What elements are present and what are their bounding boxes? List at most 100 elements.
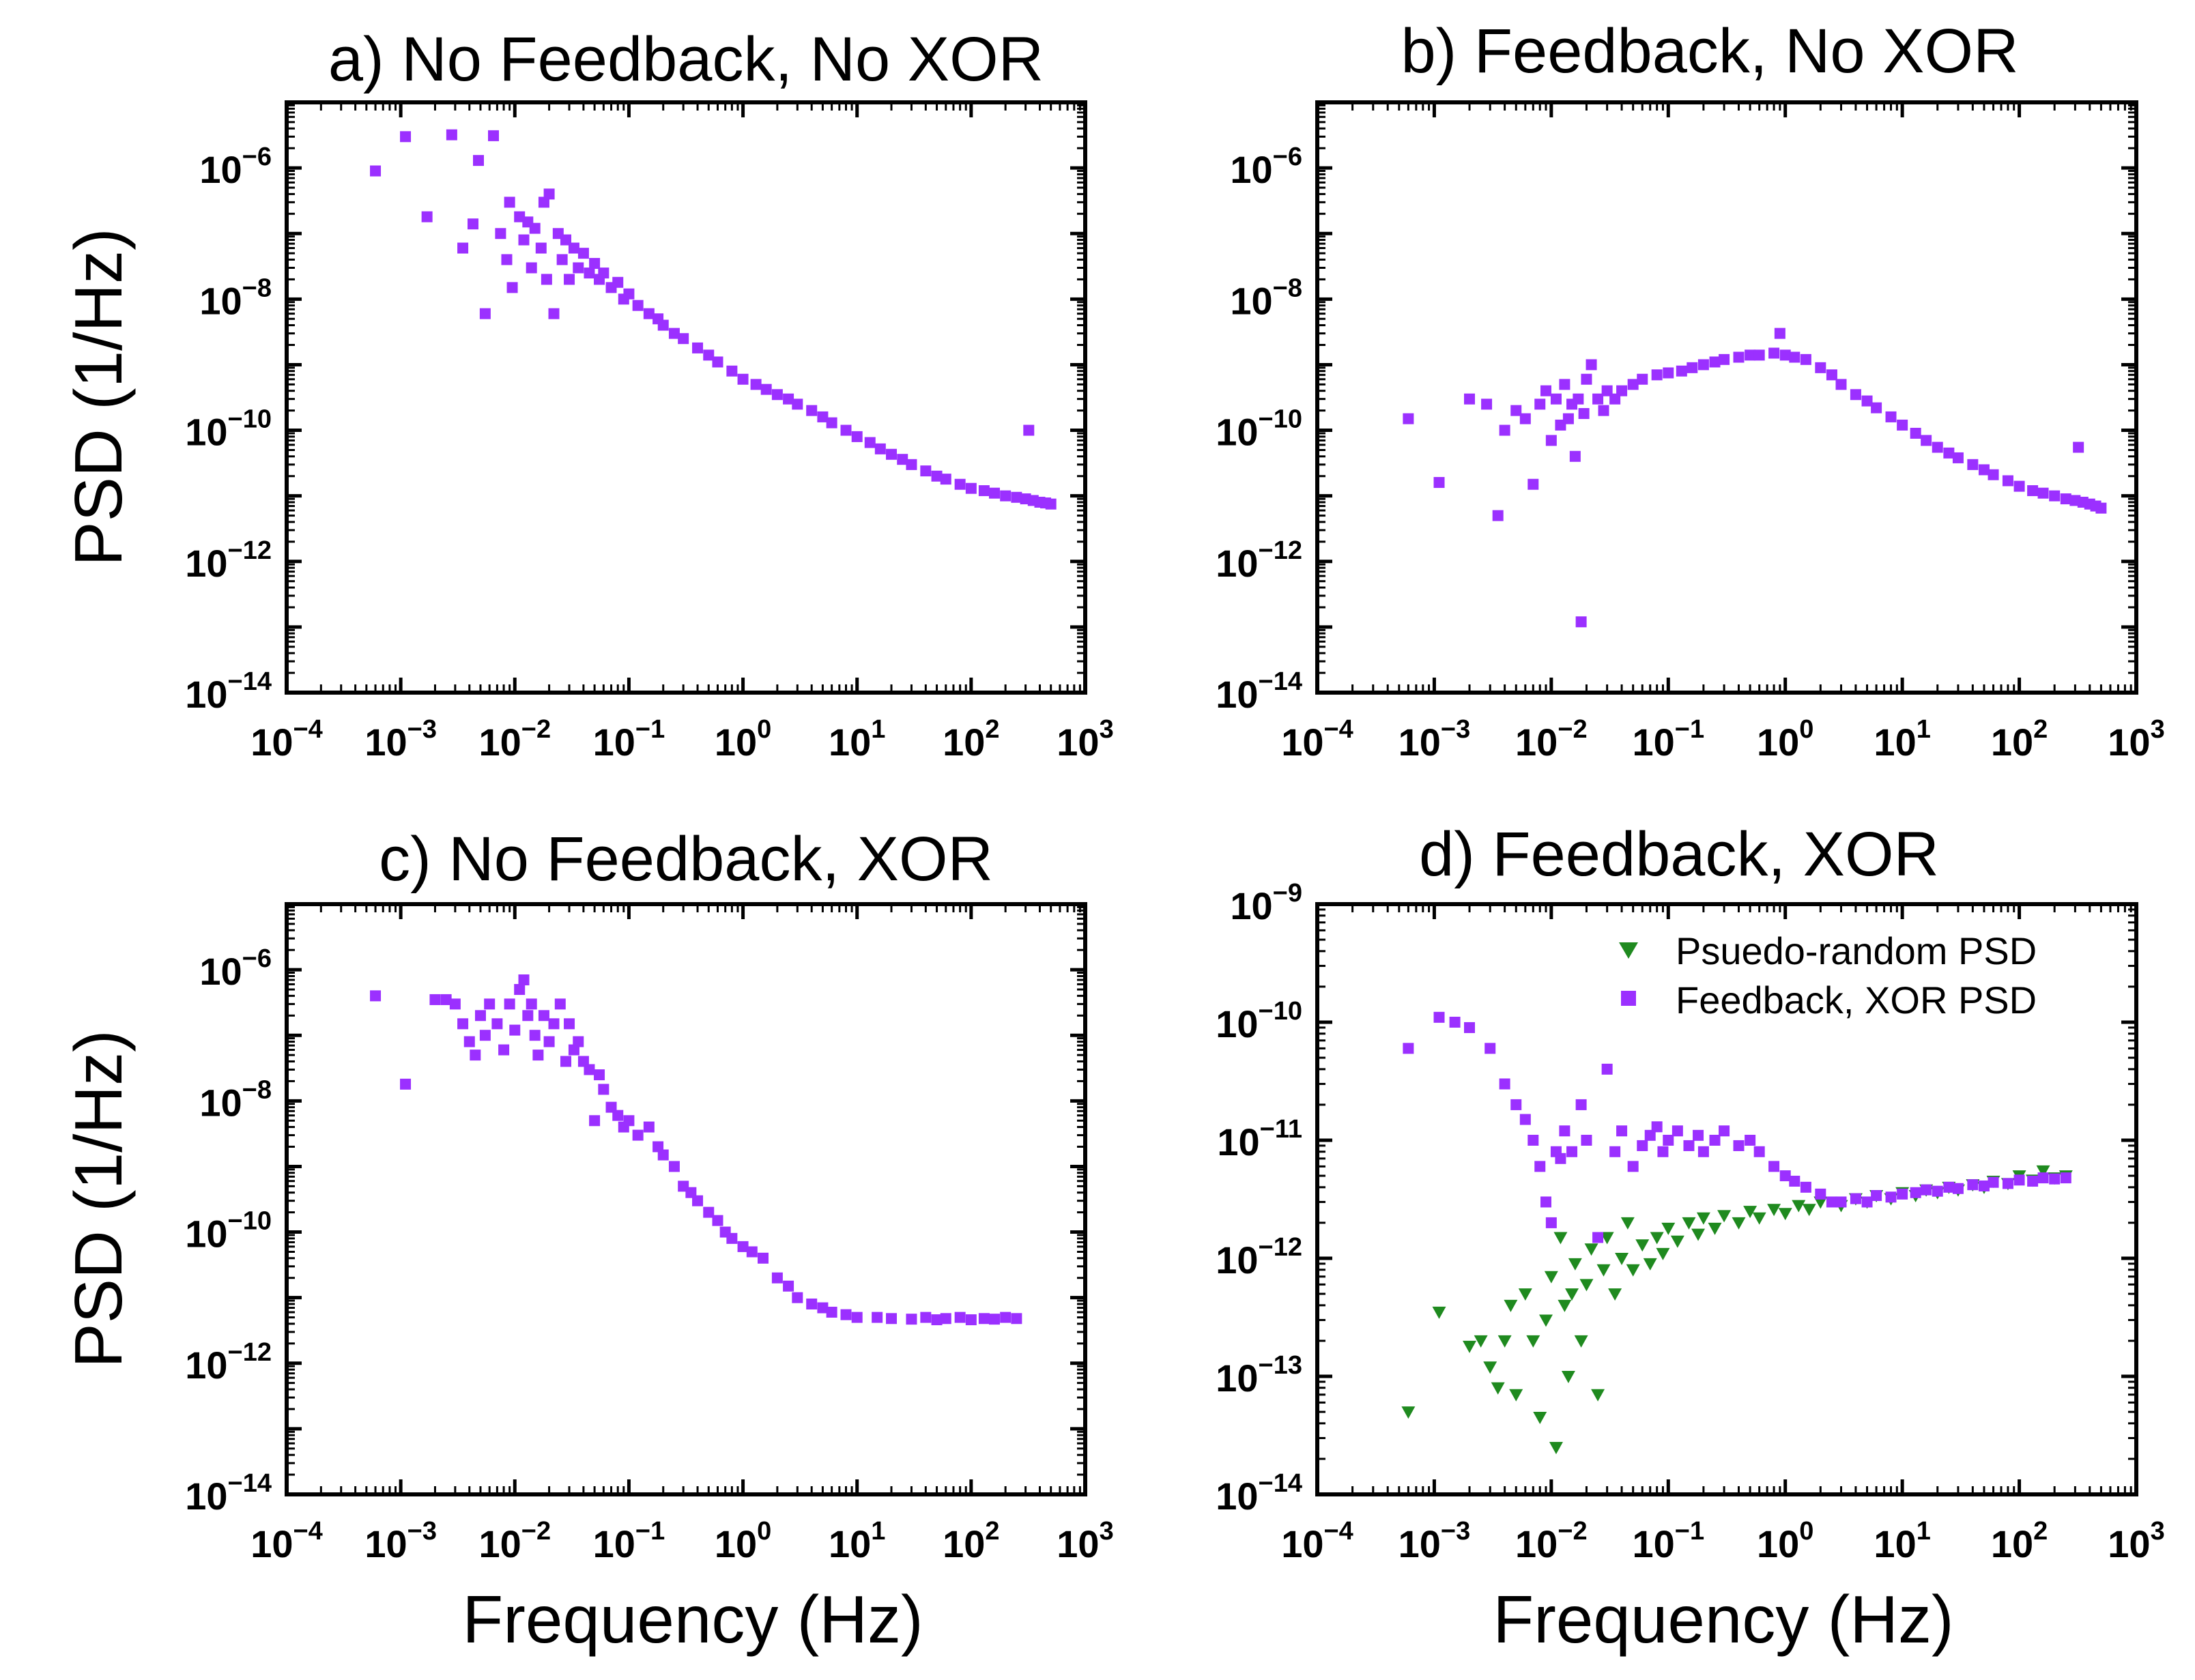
data-point (1952, 1183, 1964, 1194)
data-point (1574, 1335, 1588, 1348)
data-point (1579, 1279, 1594, 1292)
y-tick-label: 10−10 (185, 405, 272, 454)
data-point (1753, 349, 1765, 361)
data-point (1575, 616, 1587, 628)
data-point (1709, 1135, 1721, 1146)
x-tick-label: 10−1 (1632, 715, 1704, 764)
data-point (632, 300, 644, 311)
data-point (1789, 351, 1801, 363)
data-point (484, 998, 496, 1010)
data-point (1767, 1204, 1781, 1217)
data-point (1581, 1135, 1592, 1146)
data-point (1497, 1335, 1512, 1348)
data-point (1526, 1335, 1540, 1348)
data-point (1752, 1212, 1766, 1225)
data-point (1527, 1135, 1539, 1146)
data-point (1733, 1140, 1745, 1151)
data-point (522, 1010, 534, 1022)
data-point (965, 1314, 977, 1326)
data-point (851, 431, 863, 442)
panel-a-frame (285, 100, 1087, 695)
data-point (1464, 393, 1476, 405)
y-tick-label: 10−10 (1216, 405, 1302, 454)
legend-label-pseudo-random: Psuedo-random PSD (1676, 929, 2037, 972)
data-point (783, 1280, 794, 1292)
data-point (1897, 1188, 1908, 1200)
data-point (1575, 1099, 1587, 1110)
data-point (623, 288, 635, 300)
data-point (568, 1044, 579, 1056)
data-point (612, 276, 624, 288)
data-point (1663, 367, 1674, 379)
data-point (1802, 1204, 1816, 1217)
data-point (1885, 1191, 1897, 1203)
data-point (589, 1115, 601, 1127)
data-point (2095, 502, 2107, 514)
x-tick-label: 102 (943, 1517, 999, 1565)
data-point (703, 1206, 715, 1218)
data-point (1568, 1258, 1582, 1271)
data-point (1533, 1411, 1547, 1424)
data-point (1559, 379, 1570, 390)
data-point (792, 1292, 803, 1303)
data-point (792, 399, 803, 410)
panel-b-title: b) Feedback, No XOR (1401, 16, 2018, 86)
data-point (2027, 485, 2039, 497)
data-point (1768, 347, 1780, 359)
y-tick-label: 10−12 (1216, 536, 1302, 585)
data-point (1545, 435, 1557, 446)
data-point (1550, 393, 1562, 405)
data-point (538, 197, 549, 208)
data-point (1586, 359, 1597, 371)
data-point (518, 234, 530, 246)
data-point (1988, 469, 1999, 480)
data-point (1657, 1146, 1669, 1157)
x-tick-label: 10−3 (1398, 715, 1471, 764)
data-point (1835, 1196, 1847, 1208)
data-point (457, 242, 469, 254)
panel-a-title: a) No Feedback, No XOR (328, 25, 1044, 94)
data-point (643, 308, 655, 319)
y-tick-label: 10−11 (1217, 1115, 1302, 1163)
data-point (491, 1018, 503, 1030)
data-point (758, 1252, 769, 1264)
data-point (1643, 1258, 1657, 1271)
data-point (498, 1044, 510, 1056)
y-tick-label: 10−6 (1230, 143, 1302, 191)
data-point (1800, 353, 1811, 365)
data-point (1562, 413, 1574, 424)
data-point (2002, 1178, 2013, 1189)
data-point (541, 274, 552, 285)
panel-b-frame (1315, 100, 2138, 695)
data-point (1988, 1176, 1999, 1188)
data-point (1519, 413, 1531, 424)
data-point (429, 994, 441, 1005)
data-point (1651, 1121, 1663, 1133)
data-point (564, 274, 575, 285)
data-point (1753, 1146, 1765, 1157)
data-point (1527, 478, 1539, 490)
data-point (446, 129, 457, 141)
data-point (1011, 1313, 1022, 1324)
data-point (1691, 1228, 1706, 1241)
data-point (1540, 1196, 1552, 1208)
data-point (1045, 498, 1057, 510)
data-point (1693, 1129, 1704, 1141)
data-point (954, 1312, 966, 1323)
data-point (1789, 1175, 1801, 1187)
data-point (1553, 1232, 1568, 1245)
data-point (1743, 1206, 1758, 1219)
y-tick-label: 10−14 (185, 667, 272, 716)
data-point (678, 333, 689, 345)
data-point (1608, 1288, 1622, 1301)
x-tick-label: 10−2 (1515, 1517, 1588, 1565)
x-tick-label: 10−4 (250, 715, 323, 764)
data-point (1510, 1099, 1522, 1110)
data-point (1719, 1125, 1730, 1137)
y-axis-label-bottom: PSD (1/Hz) (61, 1030, 136, 1368)
x-tick-label: 101 (829, 1517, 885, 1565)
data-point (826, 417, 837, 429)
data-point (1000, 1312, 1012, 1323)
data-point (1800, 1181, 1811, 1193)
data-point (1952, 452, 1964, 463)
